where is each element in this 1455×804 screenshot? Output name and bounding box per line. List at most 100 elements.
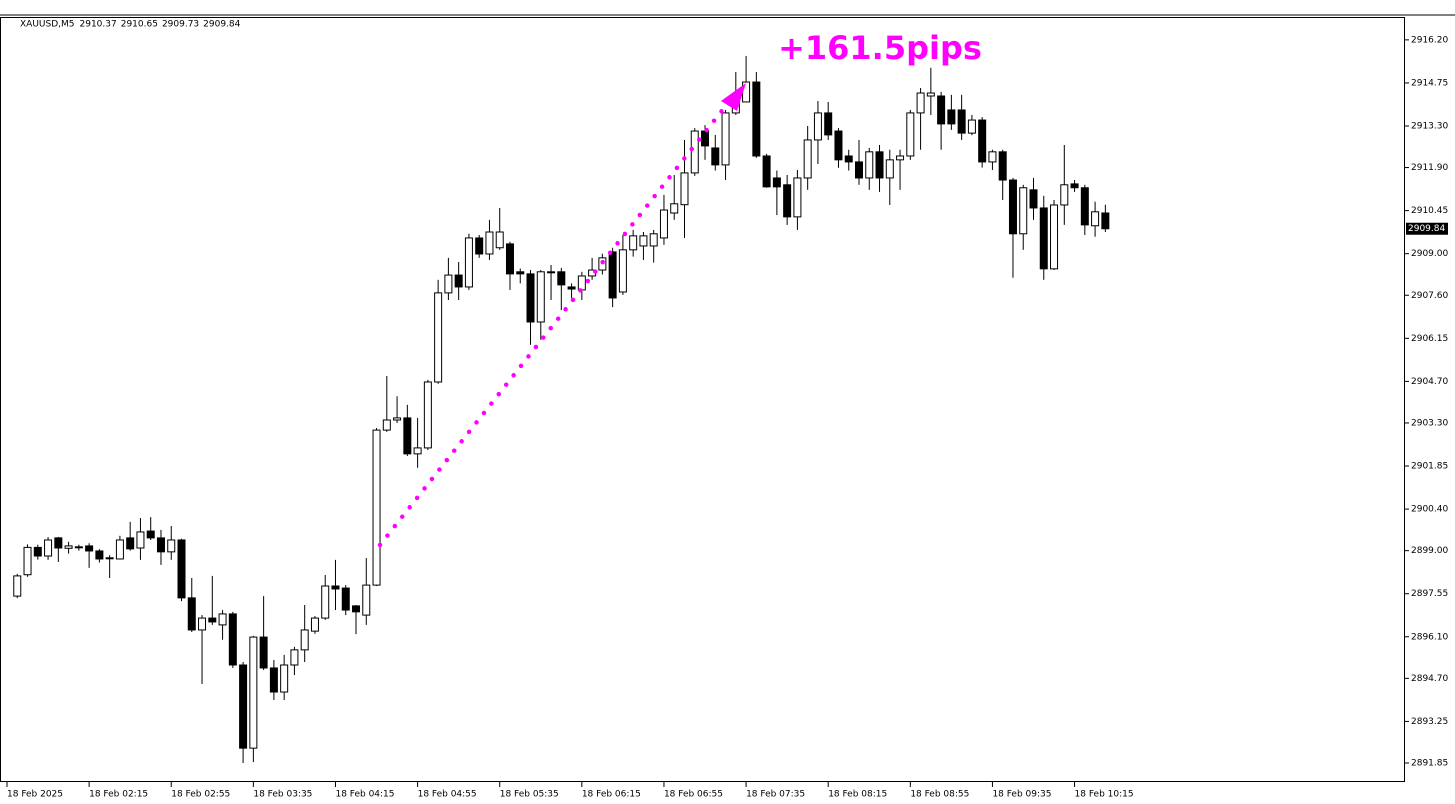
header-high: 2910.65: [121, 20, 158, 30]
dotted-trend-line: [377, 100, 731, 548]
candle-body: [393, 417, 402, 421]
y-tick-label: 2893.25: [1411, 717, 1448, 727]
candle-body: [639, 235, 648, 247]
candle-body: [321, 585, 330, 619]
symbol-label: XAUUSD,M5: [20, 20, 75, 30]
candle-body: [803, 139, 812, 179]
candle-body: [629, 235, 638, 251]
x-tick-label: 18 Feb 08:55: [910, 790, 969, 800]
x-tick-label: 18 Feb 05:35: [500, 790, 559, 800]
candle-body: [1019, 187, 1028, 235]
candle-body: [608, 251, 617, 299]
x-tick-label: 18 Feb 04:15: [335, 790, 394, 800]
x-tick-label: 18 Feb 09:35: [992, 790, 1051, 800]
candle-body: [259, 636, 268, 669]
header-low: 2909.73: [162, 20, 199, 30]
x-tick-label: 18 Feb 02:55: [171, 790, 230, 800]
candle-body: [413, 447, 422, 455]
candle-body: [536, 271, 545, 323]
candle-body: [865, 151, 874, 179]
y-tick-label: 2914.75: [1411, 78, 1448, 88]
candle-body: [701, 130, 710, 147]
candle-body: [208, 617, 217, 623]
candle-body: [1080, 187, 1089, 226]
candle-body: [228, 613, 237, 666]
candle-body: [834, 130, 843, 161]
candle-body: [690, 130, 699, 174]
candle-body: [280, 664, 289, 693]
candle-body: [249, 636, 258, 749]
candle-body: [156, 537, 165, 553]
candle-body: [547, 271, 556, 274]
candle-body: [434, 292, 443, 383]
candle-body: [167, 539, 176, 553]
candle-body: [772, 177, 781, 188]
y-tick-label: 2916.20: [1411, 35, 1448, 45]
candle-body: [495, 231, 504, 249]
candle-body: [1029, 189, 1038, 209]
candle-body: [454, 274, 463, 288]
y-tick-label: 2913.30: [1411, 121, 1448, 131]
candle-body: [813, 112, 822, 141]
plot-area: [13, 55, 1110, 763]
candle-body: [577, 275, 586, 291]
candle-body: [310, 617, 319, 632]
candle-body: [13, 575, 22, 597]
candle-body: [23, 546, 32, 576]
candle-body: [1008, 179, 1017, 235]
candle-body: [85, 545, 94, 552]
candle-body: [403, 417, 412, 455]
candle-body: [926, 92, 935, 97]
y-tick-label: 2903.30: [1411, 418, 1448, 428]
candle-body: [824, 112, 833, 136]
candle-body: [721, 112, 730, 166]
y-tick-label: 2907.60: [1411, 291, 1448, 301]
candle-body: [998, 151, 1007, 181]
candle-body: [239, 664, 248, 749]
candle-body: [567, 286, 576, 290]
candle-body: [762, 155, 771, 188]
y-tick-label: 2910.45: [1411, 206, 1448, 216]
x-tick-label: 18 Feb 2025: [7, 790, 63, 800]
candle-body: [957, 109, 966, 134]
candle-body: [485, 231, 494, 255]
candle-body: [670, 203, 679, 214]
y-tick-label: 2904.70: [1411, 377, 1448, 387]
candle-body: [475, 237, 484, 255]
x-tick-label: 18 Feb 02:15: [89, 790, 148, 800]
candle-body: [115, 539, 124, 560]
candle-body: [362, 584, 371, 616]
y-tick-label: 2901.85: [1411, 462, 1448, 472]
last-price-tag: [1406, 222, 1448, 235]
y-tick-label: 2909.00: [1411, 249, 1448, 259]
candle-body: [218, 613, 227, 626]
candle-body: [505, 243, 514, 275]
candle-body: [516, 271, 525, 275]
candle-body: [680, 172, 689, 206]
candle-body: [1070, 183, 1079, 189]
candle-body: [783, 184, 792, 218]
x-tick-label: 18 Feb 03:35: [253, 790, 312, 800]
candle-body: [444, 274, 453, 294]
candle-body: [947, 109, 956, 125]
x-tick-label: 18 Feb 04:55: [418, 790, 477, 800]
header-close: 2909.84: [203, 20, 240, 30]
candle-body: [916, 92, 925, 114]
candle-body: [464, 237, 473, 288]
candle-body: [146, 530, 155, 539]
candle-body: [885, 159, 894, 179]
candle-body: [95, 550, 104, 560]
pips-annotation: +161.5pips: [778, 29, 982, 67]
x-tick-label: 18 Feb 06:55: [664, 790, 723, 800]
candle-body: [1091, 211, 1100, 227]
y-tick-label: 2899.00: [1411, 546, 1448, 556]
y-tick-label: 2911.90: [1411, 163, 1448, 173]
y-tick-label: 2896.10: [1411, 632, 1448, 642]
candle-body: [136, 531, 145, 549]
candle-body: [793, 177, 802, 218]
candle-body: [300, 629, 309, 651]
candle-body: [1101, 212, 1110, 230]
y-tick-label: 2906.15: [1411, 334, 1448, 344]
candle-body: [382, 419, 391, 431]
x-tick-label: 18 Feb 07:35: [746, 790, 805, 800]
